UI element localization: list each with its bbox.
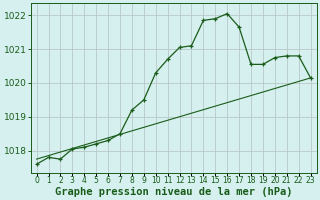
X-axis label: Graphe pression niveau de la mer (hPa): Graphe pression niveau de la mer (hPa): [55, 186, 292, 197]
